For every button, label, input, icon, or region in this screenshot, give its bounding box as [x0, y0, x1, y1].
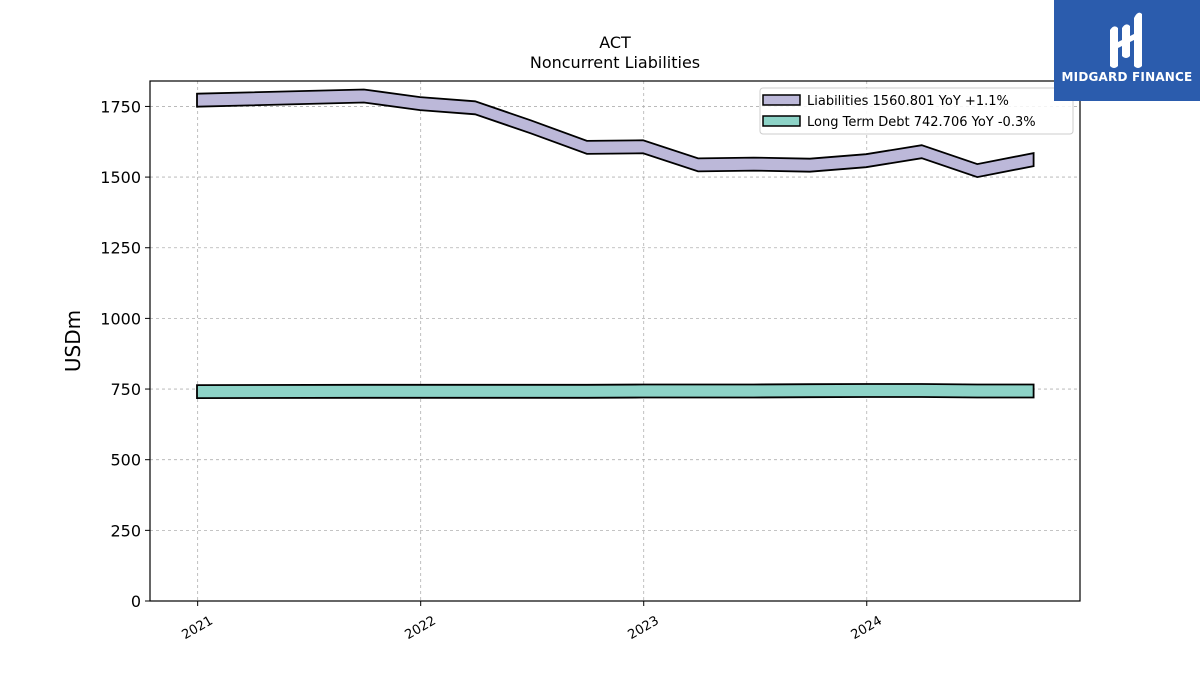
legend-swatch: [762, 94, 801, 106]
y-tick-label: 1750: [100, 97, 141, 116]
chart-subtitle: Noncurrent Liabilities: [530, 53, 700, 72]
legend: Liabilities 1560.801 YoY +1.1% Long Term …: [759, 87, 1074, 135]
plot-frame: [149, 80, 1081, 602]
legend-label: Long Term Debt 742.706 YoY -0.3%: [807, 115, 1036, 130]
x-tick-label: 2024: [849, 613, 885, 643]
y-tick-label: 250: [110, 521, 141, 540]
x-tick-label: 2021: [180, 613, 216, 643]
logo-mark-icon: [1110, 12, 1142, 69]
y-axis-ticks: 0 250 500 750 1000 1250 1500 1750: [100, 97, 150, 611]
series-band-liabilities: [196, 88, 1035, 179]
y-tick-label: 500: [110, 451, 141, 470]
y-tick-label: 1000: [100, 309, 141, 328]
logo-text: MIDGARD FINANCE: [1061, 70, 1193, 84]
x-tick-label: 2022: [403, 613, 439, 643]
x-axis-ticks: 2021 2022 2023 2024: [180, 601, 885, 643]
legend-label: Liabilities 1560.801 YoY +1.1%: [807, 94, 1009, 109]
series-layer: [196, 88, 1035, 400]
y-tick-label: 0: [131, 592, 141, 611]
y-tick-label: 1250: [100, 239, 141, 258]
y-tick-label: 750: [110, 380, 141, 399]
x-tick-label: 2023: [626, 613, 662, 643]
legend-swatch: [762, 115, 801, 127]
chart-title: ACT: [599, 33, 631, 52]
brand-logo: MIDGARD FINANCE: [1054, 0, 1200, 101]
y-tick-label: 1500: [100, 168, 141, 187]
y-axis-label: USDm: [61, 310, 85, 372]
legend-box: [759, 87, 1074, 135]
series-band-long-term-debt: [196, 383, 1035, 400]
